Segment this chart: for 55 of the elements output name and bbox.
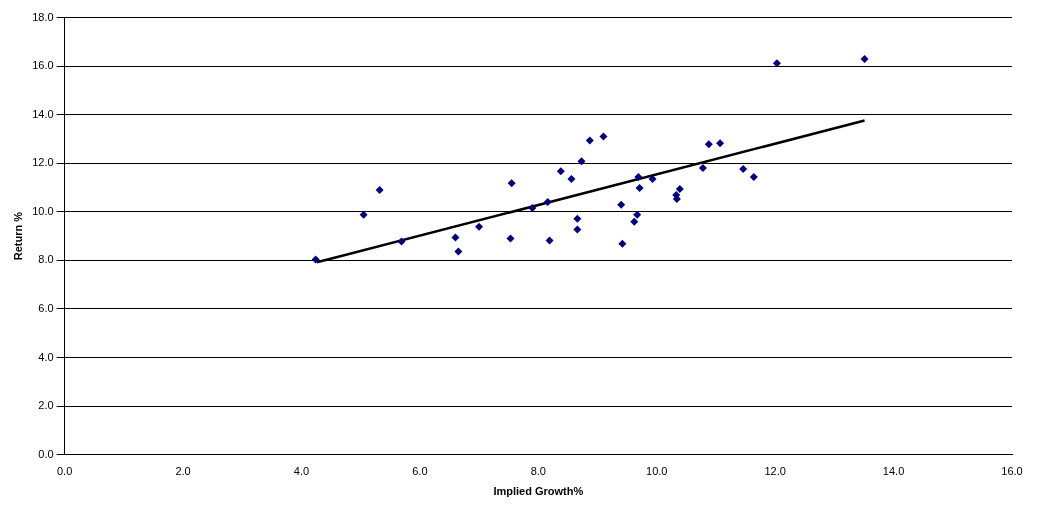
x-tick-label: 16.0 [1001,465,1023,478]
point [617,200,626,209]
point [573,214,582,223]
point [567,175,576,184]
y-tick-label: 8.0 [38,253,54,266]
y-tick-label: 14.0 [32,107,54,120]
point [528,203,537,212]
y-tick-label: 12.0 [32,156,54,169]
point [675,185,684,193]
x-tick-label: 14.0 [882,465,905,478]
point [573,225,582,234]
x-tick-label: 0.0 [56,465,73,478]
point [648,175,657,184]
y-tick-label: 10.0 [32,204,54,217]
x-tick-label: 4.0 [293,465,310,478]
point [704,140,713,149]
y-tick-label: 2.0 [38,399,54,412]
x-tick-label: 12.0 [764,465,786,478]
point [543,198,552,207]
x-axis-title: Implied Growth% [493,485,584,498]
point [375,185,384,194]
point [749,173,758,182]
point [698,164,707,173]
point [397,237,406,246]
point [630,217,639,226]
point [475,222,484,231]
x-tick-label: 10.0 [646,465,668,478]
y-tick-label: 4.0 [38,350,54,363]
point [454,247,463,256]
point [577,157,586,166]
x-tick-label: 8.0 [530,465,546,478]
point [545,236,554,245]
point [507,179,516,188]
point [716,139,725,148]
point [599,132,608,141]
x-tick-label: 2.0 [175,465,191,478]
x-tick-label: 6.0 [412,465,428,478]
point [311,255,320,264]
point [634,173,643,182]
point [772,59,781,68]
y-tick-label: 18.0 [32,10,54,23]
point [739,165,748,174]
point [635,184,644,193]
point [359,210,368,219]
point [451,233,460,242]
point [618,239,627,248]
point [860,55,869,64]
y-tick-label: 6.0 [38,301,54,314]
y-tick-label: 0.0 [38,447,54,460]
y-tick-label: 16.0 [32,59,54,72]
point [633,210,642,219]
point [506,234,515,243]
point [556,167,565,176]
point [585,136,594,145]
y-axis-title: Return % [11,211,24,261]
